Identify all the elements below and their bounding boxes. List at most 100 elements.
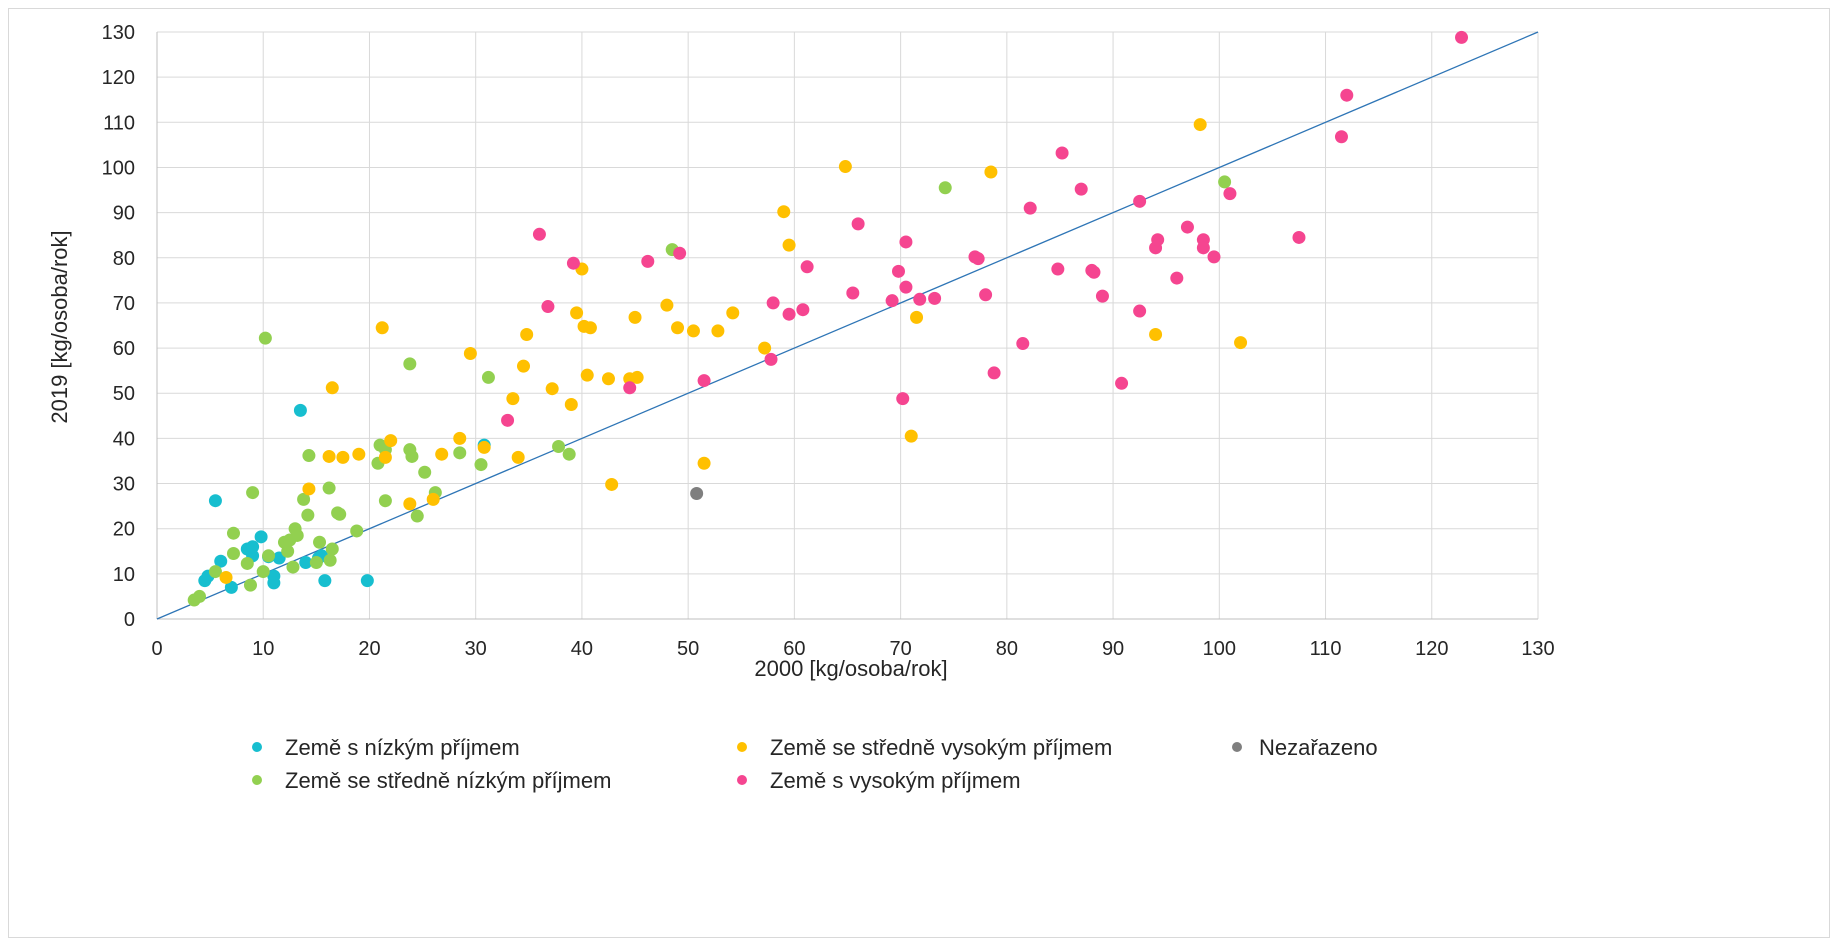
data-point (302, 449, 316, 463)
data-point (463, 346, 477, 360)
y-tick-label: 110 (103, 112, 135, 134)
data-point (1170, 271, 1184, 285)
data-point (726, 306, 740, 320)
y-tick-label: 90 (113, 203, 135, 225)
data-point (453, 446, 467, 460)
x-tick-label: 120 (1415, 638, 1448, 660)
data-point (1149, 328, 1163, 342)
data-point (971, 252, 985, 266)
legend-item-unclassified: Nezařazeno (1232, 735, 1378, 760)
data-point (605, 477, 619, 491)
data-point (309, 556, 323, 570)
data-point (532, 227, 546, 241)
legend: Země s nízkým příjmem Země se středně ní… (252, 735, 1378, 793)
data-point (541, 300, 555, 314)
data-point (474, 458, 488, 472)
data-point (375, 321, 389, 335)
legend-marker-upper-middle-income (737, 742, 747, 752)
series-high-income (501, 30, 1469, 427)
data-point (240, 556, 254, 570)
data-point (671, 321, 685, 335)
data-point (325, 542, 339, 556)
data-point (301, 508, 315, 522)
data-point (913, 292, 927, 306)
data-point (516, 359, 530, 373)
data-point (1151, 233, 1165, 247)
data-point (764, 352, 778, 366)
data-point (1115, 376, 1129, 390)
data-point (481, 370, 495, 384)
reference-line (156, 31, 1539, 620)
data-point (1023, 201, 1037, 215)
data-point (758, 341, 772, 355)
data-point (318, 574, 332, 588)
data-point (630, 370, 644, 384)
data-point (1340, 88, 1354, 102)
legend-marker-high-income (737, 775, 747, 785)
data-point (384, 434, 398, 448)
data-point (1051, 262, 1065, 276)
data-point (403, 357, 417, 371)
data-point (564, 398, 578, 412)
data-point (477, 440, 491, 454)
data-point (192, 589, 206, 603)
data-point (506, 392, 520, 406)
x-tick-label: 20 (358, 638, 380, 660)
data-point (313, 535, 327, 549)
data-point (1087, 265, 1101, 279)
data-point (350, 524, 364, 538)
data-point (208, 494, 222, 508)
data-point (258, 331, 272, 345)
legend-marker-unclassified (1232, 742, 1242, 752)
data-point (562, 447, 576, 461)
data-point (660, 298, 674, 312)
legend-item-upper-middle-income: Země se středně vysokým příjmem (737, 735, 1112, 760)
reference-line-layer (156, 31, 1539, 620)
y-tick-label: 100 (102, 157, 135, 179)
data-point (333, 507, 347, 521)
data-point (1055, 146, 1069, 160)
data-point (511, 450, 525, 464)
series-unclassified (690, 486, 704, 500)
data-point (352, 447, 366, 461)
data-point (580, 368, 594, 382)
legend-item-low-income: Země s nízkým příjmem (252, 735, 520, 760)
x-tick-label: 90 (1102, 638, 1124, 660)
data-point (267, 576, 281, 590)
chart-frame (8, 8, 1830, 938)
legend-label-high-income: Země s vysokým příjmem (770, 768, 1021, 793)
series-lower-middle-income (187, 175, 1232, 607)
data-point (800, 260, 814, 274)
data-point (1207, 250, 1221, 264)
y-tick-label: 130 (102, 22, 135, 44)
x-tick-label: 40 (571, 638, 593, 660)
data-point (851, 217, 865, 231)
data-point (697, 374, 711, 388)
data-point (325, 381, 339, 395)
data-point (697, 456, 711, 470)
data-point (208, 565, 222, 579)
data-point (214, 554, 228, 568)
x-tick-label: 80 (996, 638, 1018, 660)
data-point (243, 578, 257, 592)
y-tick-label: 70 (113, 293, 135, 315)
data-point (224, 580, 238, 594)
data-point (418, 465, 432, 479)
data-point (711, 324, 725, 338)
data-point (899, 280, 913, 294)
data-point (262, 549, 276, 563)
legend-label-upper-middle-income: Země se středně vysokým příjmem (770, 735, 1112, 760)
data-point (299, 556, 313, 570)
data-point (623, 381, 637, 395)
legend-marker-lower-middle-income (252, 775, 262, 785)
data-point (322, 449, 336, 463)
data-point (403, 497, 417, 511)
data-point (281, 544, 295, 558)
x-tick-label: 100 (1203, 638, 1236, 660)
legend-label-low-income: Země s nízkým příjmem (285, 735, 520, 760)
data-point (501, 413, 515, 427)
series-upper-middle-income (219, 118, 1248, 584)
data-point (520, 328, 534, 342)
legend-marker-low-income (252, 742, 262, 752)
x-tick-label: 130 (1521, 638, 1554, 660)
